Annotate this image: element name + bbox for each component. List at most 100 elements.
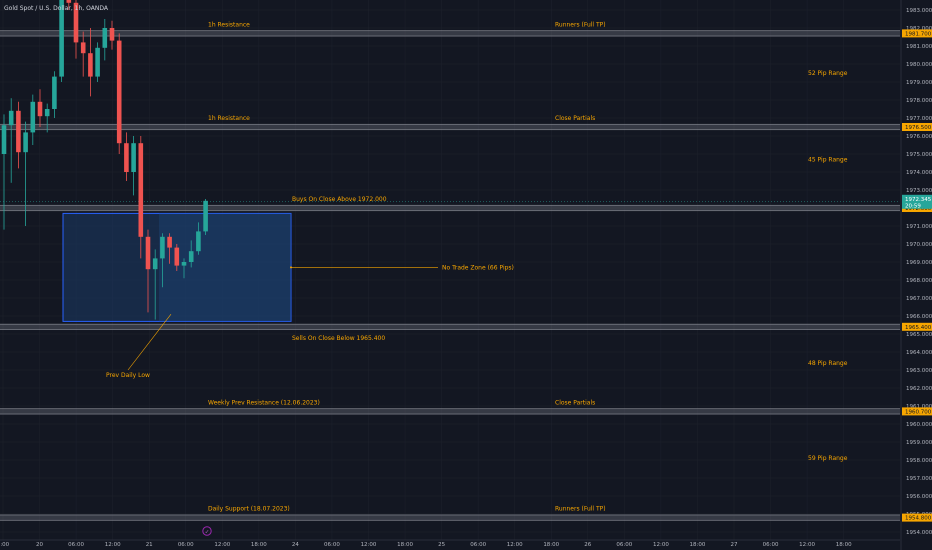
range-label: 59 Pip Range — [808, 455, 848, 462]
candle-body — [181, 262, 187, 266]
x-tick-label: 18:00 — [836, 542, 852, 548]
candle[interactable] — [124, 132, 129, 181]
candle-body — [167, 236, 172, 248]
current-price-tag[interactable] — [902, 194, 932, 209]
candle-layer[interactable] — [1, 0, 208, 320]
level-price-label: 1960.700 — [905, 409, 932, 415]
candle[interactable] — [188, 240, 194, 268]
level-band[interactable] — [0, 408, 900, 415]
candle[interactable] — [196, 222, 201, 255]
x-tick-label: 12:00 — [214, 542, 230, 548]
candle[interactable] — [203, 199, 208, 235]
candle[interactable] — [59, 0, 64, 82]
range-label: 52 Pip Range — [808, 70, 848, 77]
x-tick-label: 06:00 — [763, 542, 779, 548]
level-label-left: 1h Resistance — [208, 21, 250, 28]
range-label: 48 Pip Range — [808, 360, 848, 367]
candle[interactable] — [16, 101, 21, 169]
candle-body — [145, 236, 151, 270]
x-tick-label: 12:00 — [361, 542, 377, 548]
y-tick-label: 1980.000 — [906, 62, 932, 68]
candle-body — [16, 110, 21, 153]
candle-body — [37, 101, 43, 117]
level-price-label: 1976.500 — [905, 125, 932, 131]
candle[interactable] — [116, 33, 122, 154]
x-tick-label: 18:00 — [690, 542, 706, 548]
candle[interactable] — [167, 233, 172, 264]
level-band[interactable] — [0, 514, 900, 521]
level-label-left: 1h Resistance — [208, 115, 250, 122]
candle-body — [160, 236, 165, 259]
candle[interactable] — [66, 0, 72, 10]
level-price-tag[interactable] — [902, 513, 932, 522]
y-tick-label: 1975.000 — [906, 152, 932, 158]
y-tick-label: 1973.000 — [906, 188, 932, 194]
countdown-label: 20:59 — [905, 203, 921, 209]
candle[interactable] — [80, 31, 86, 77]
candle-body — [30, 101, 36, 133]
candle[interactable] — [52, 71, 57, 118]
level-price-tag[interactable] — [902, 123, 932, 131]
level-price-label: 1954.800 — [905, 516, 932, 522]
candle[interactable] — [138, 136, 144, 259]
tradingview-icon[interactable]: ✓ — [202, 526, 212, 536]
y-tick-label: 1974.000 — [906, 170, 932, 176]
x-tick-label: 21 — [146, 542, 153, 548]
y-tick-label: 1965.000 — [906, 332, 932, 338]
candle-body — [196, 231, 201, 252]
x-tick-label: 26 — [584, 542, 591, 548]
candle-body — [1, 125, 7, 154]
candle[interactable] — [8, 98, 14, 183]
x-tick-label: 06:00 — [470, 542, 486, 548]
candle[interactable] — [131, 136, 136, 196]
svg-text:✓: ✓ — [205, 530, 210, 536]
candle[interactable] — [109, 20, 115, 50]
level-price-tag[interactable] — [902, 29, 932, 38]
grid-layer — [0, 0, 900, 540]
x-tick-label: 24 — [292, 542, 299, 548]
x-tick-label: 12:00 — [653, 542, 669, 548]
candle[interactable] — [73, 0, 79, 59]
y-tick-label: 1962.000 — [906, 386, 932, 392]
candle[interactable] — [23, 121, 28, 226]
level-label-left: Weekly Prev Resistance (12.06.2023) — [208, 399, 320, 406]
y-tick-label: 1982.000 — [906, 26, 932, 32]
candle[interactable] — [152, 249, 158, 320]
x-tick-label: 27 — [731, 542, 738, 548]
candle-body — [131, 143, 136, 172]
level-price-tag[interactable] — [902, 407, 932, 416]
candle[interactable] — [160, 233, 165, 288]
candle[interactable] — [181, 258, 187, 279]
level-label-left: Sells On Close Below 1965.400 — [292, 335, 385, 342]
level-band[interactable] — [0, 30, 900, 37]
candle[interactable] — [95, 42, 100, 82]
symbol-title: Gold Spot / U.S. Dollar, 1h, OANDA — [4, 5, 109, 12]
x-tick-label: 12:00 — [799, 542, 815, 548]
candle[interactable] — [174, 244, 180, 271]
candle-body — [59, 0, 64, 77]
candle-body — [174, 247, 180, 266]
candle[interactable] — [37, 89, 43, 127]
candle[interactable] — [44, 103, 50, 133]
candle-body — [52, 76, 57, 109]
y-tick-label: 1967.000 — [906, 296, 932, 302]
level-band[interactable] — [0, 123, 900, 131]
candle[interactable] — [1, 114, 7, 230]
level-band[interactable] — [0, 323, 900, 330]
y-tick-label: 1957.000 — [906, 476, 932, 482]
level-price-tag[interactable] — [902, 322, 932, 331]
candle[interactable] — [30, 94, 36, 145]
y-tick-label: 1964.000 — [906, 350, 932, 356]
candle-body — [124, 143, 129, 172]
candle[interactable] — [102, 19, 108, 61]
candle[interactable] — [145, 229, 151, 313]
y-tick-label: 1959.000 — [906, 440, 932, 446]
level-band[interactable] — [0, 204, 900, 212]
candle-body — [203, 200, 208, 232]
candle[interactable] — [88, 28, 93, 97]
candle-body — [116, 40, 122, 144]
level-price-label: 1981.700 — [905, 31, 932, 37]
